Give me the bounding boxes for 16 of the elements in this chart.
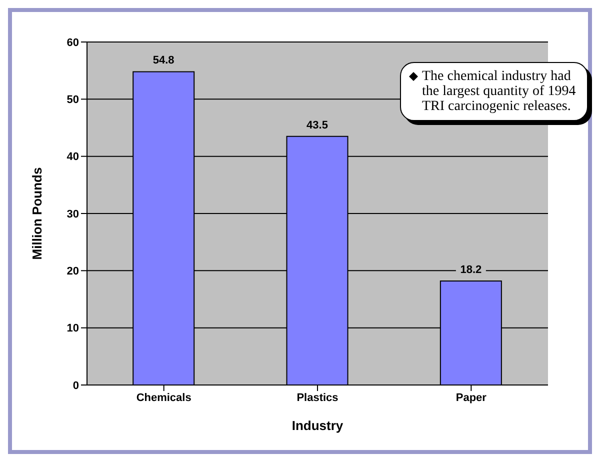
annotation: The chemical industry had the largest quantity of 1994 TRI carcinogenic releases. [422, 69, 577, 114]
x-tick-label: Chemicals [136, 392, 192, 404]
data-label: 18.2 [460, 264, 482, 276]
data-label: 54.8 [152, 54, 174, 67]
y-tick-label: 20 [66, 266, 79, 278]
y-tick-label: 10 [66, 322, 79, 335]
y-tick-label: 30 [66, 208, 79, 220]
y-tick-label: 40 [66, 151, 79, 164]
y-tick-label: 50 [66, 94, 79, 106]
x-tick-label: Paper [456, 392, 488, 404]
x-axis-title: Industry [292, 418, 344, 433]
y-axis-title: Million Pounds [30, 167, 45, 260]
y-tick-label: 0 [72, 380, 79, 392]
y-tick-label: 60 [66, 36, 79, 49]
x-tick-label: Plastics [296, 392, 338, 404]
data-label: 43.5 [306, 119, 328, 132]
